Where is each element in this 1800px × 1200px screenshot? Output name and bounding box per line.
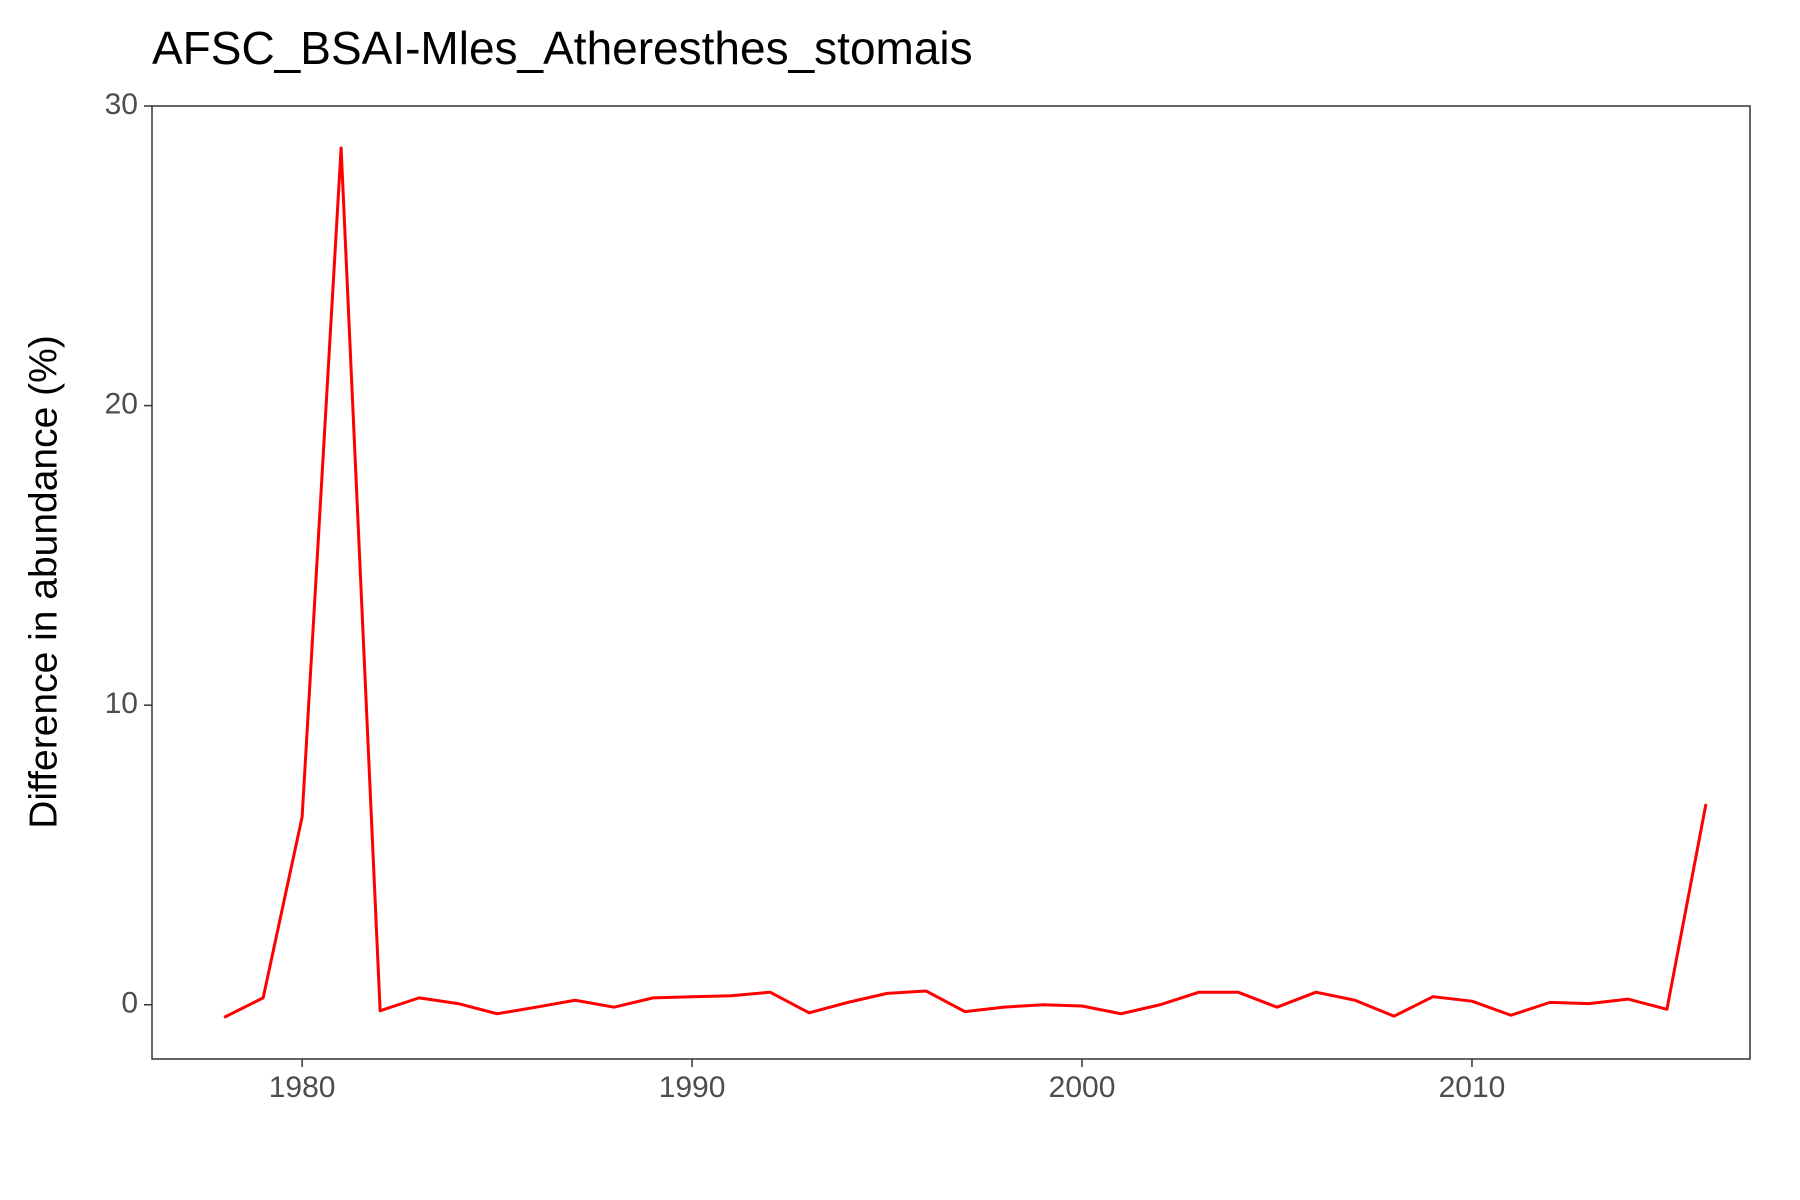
y-tick-label: 30: [105, 88, 138, 121]
data-line: [223, 146, 1708, 1019]
plot-panel: [151, 105, 1751, 1060]
chart-title: AFSC_BSAI-Mles_Atheresthes_stomais: [152, 22, 973, 74]
x-tick-label: 2010: [1439, 1071, 1506, 1104]
y-tick-label: 10: [105, 687, 138, 720]
y-tick-label: 20: [105, 388, 138, 421]
y-axis-label: Difference in abundance (%): [22, 335, 65, 829]
x-tick-label: 1980: [269, 1071, 336, 1104]
y-tick-label: 0: [121, 987, 138, 1020]
x-tick-label: 2000: [1049, 1071, 1116, 1104]
x-tick-label: 1990: [659, 1071, 726, 1104]
